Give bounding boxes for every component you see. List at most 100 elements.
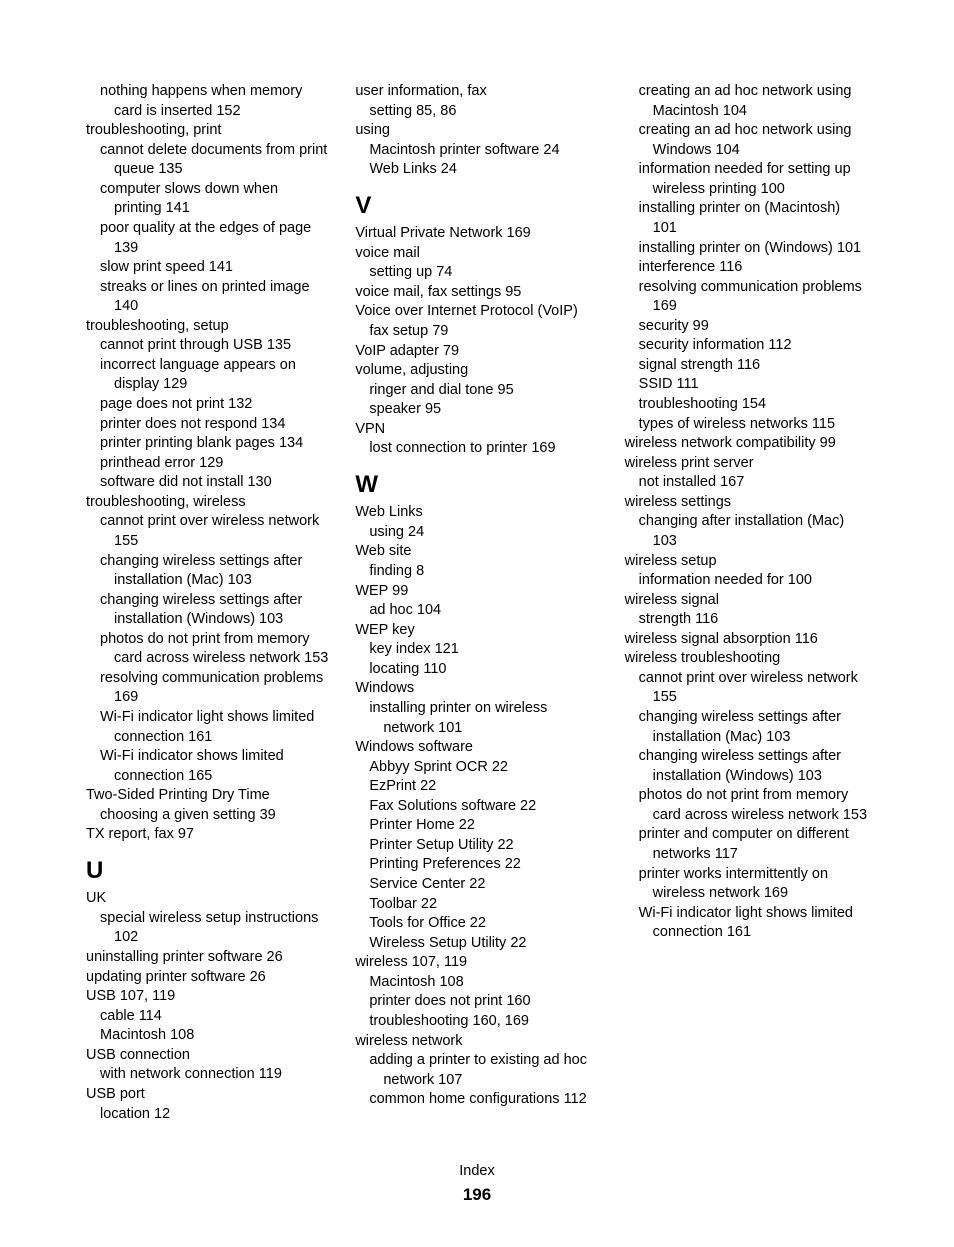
index-columns: nothing happens when memory card is inse… [86,82,868,1142]
index-entry: wireless 107, 119 [355,953,598,973]
index-entry: using [355,121,598,141]
index-entry: printer and computer on different networ… [625,825,868,864]
index-entry: Web site [355,542,598,562]
index-entry: printer does not respond 134 [86,415,329,435]
index-entry: printhead error 129 [86,454,329,474]
index-entry: USB port [86,1085,329,1105]
index-entry: nothing happens when memory card is inse… [86,82,329,121]
index-entry: Voice over Internet Protocol (VoIP) [355,302,598,322]
index-entry: changing wireless settings after install… [86,552,329,591]
index-entry: key index 121 [355,640,598,660]
index-entry: Web Links 24 [355,160,598,180]
index-entry: Printer Setup Utility 22 [355,836,598,856]
index-entry: troubleshooting, setup [86,317,329,337]
index-entry: SSID 111 [625,375,868,395]
index-entry: setting 85, 86 [355,102,598,122]
index-entry: user information, fax [355,82,598,102]
index-entry: installing printer on wireless network 1… [355,699,598,738]
index-entry: Two-Sided Printing Dry Time [86,786,329,806]
index-entry: wireless network [355,1032,598,1052]
index-entry: signal strength 116 [625,356,868,376]
index-entry: types of wireless networks 115 [625,415,868,435]
index-entry: cannot delete documents from print queue… [86,141,329,180]
index-entry: Wi-Fi indicator light shows limited conn… [625,904,868,943]
index-entry: cannot print over wireless network 155 [86,512,329,551]
index-entry: Windows [355,679,598,699]
index-entry: volume, adjusting [355,361,598,381]
index-entry: common home configurations 112 [355,1090,598,1110]
index-entry: installing printer on (Windows) 101 [625,239,868,259]
index-entry: streaks or lines on printed image 140 [86,278,329,317]
index-entry: photos do not print from memory card acr… [86,630,329,669]
index-entry: troubleshooting, wireless [86,493,329,513]
index-entry: strength 116 [625,610,868,630]
index-entry: adding a printer to existing ad hoc netw… [355,1051,598,1090]
index-entry: wireless troubleshooting [625,649,868,669]
index-entry: finding 8 [355,562,598,582]
index-entry: locating 110 [355,660,598,680]
index-entry: wireless signal [625,591,868,611]
index-entry: Wi-Fi indicator light shows limited conn… [86,708,329,747]
index-entry: wireless network compatibility 99 [625,434,868,454]
index-entry: changing after installation (Mac) 103 [625,512,868,551]
index-entry: VPN [355,420,598,440]
index-entry: wireless setup [625,552,868,572]
index-entry: software did not install 130 [86,473,329,493]
index-entry: Virtual Private Network 169 [355,224,598,244]
index-entry: WEP 99 [355,582,598,602]
index-entry: TX report, fax 97 [86,825,329,845]
index-entry: changing wireless settings after install… [86,591,329,630]
index-letter-heading: V [355,190,598,222]
index-entry: printer does not print 160 [355,992,598,1012]
index-letter-heading: W [355,469,598,501]
index-entry: printer works intermittently on wireless… [625,865,868,904]
index-entry: Wireless Setup Utility 22 [355,934,598,954]
index-entry: information needed for 100 [625,571,868,591]
page-footer: Index 196 [86,1162,868,1207]
index-entry: ad hoc 104 [355,601,598,621]
index-entry: security information 112 [625,336,868,356]
index-entry: ringer and dial tone 95 [355,381,598,401]
index-entry: Fax Solutions software 22 [355,797,598,817]
index-entry: photos do not print from memory card acr… [625,786,868,825]
index-entry: USB 107, 119 [86,987,329,1007]
index-entry: voice mail [355,244,598,264]
index-entry: printer printing blank pages 134 [86,434,329,454]
index-entry: setting up 74 [355,263,598,283]
index-entry: voice mail, fax settings 95 [355,283,598,303]
page-number: 196 [86,1184,868,1207]
index-entry: EzPrint 22 [355,777,598,797]
index-entry: USB connection [86,1046,329,1066]
index-entry: choosing a given setting 39 [86,806,329,826]
index-entry: lost connection to printer 169 [355,439,598,459]
index-entry: updating printer software 26 [86,968,329,988]
footer-section-label: Index [86,1162,868,1182]
index-entry: interference 116 [625,258,868,278]
index-entry: uninstalling printer software 26 [86,948,329,968]
index-entry: Wi-Fi indicator shows limited connection… [86,747,329,786]
index-entry: Printing Preferences 22 [355,855,598,875]
index-entry: VoIP adapter 79 [355,342,598,362]
index-entry: cannot print through USB 135 [86,336,329,356]
index-entry: not installed 167 [625,473,868,493]
index-entry: installing printer on (Macintosh) 101 [625,199,868,238]
index-entry: Printer Home 22 [355,816,598,836]
index-entry: troubleshooting 154 [625,395,868,415]
index-letter-heading: U [86,855,329,887]
index-entry: with network connection 119 [86,1065,329,1085]
index-entry: speaker 95 [355,400,598,420]
index-entry: creating an ad hoc network using Macinto… [625,82,868,121]
index-entry: slow print speed 141 [86,258,329,278]
index-entry: resolving communication problems 169 [86,669,329,708]
index-entry: Service Center 22 [355,875,598,895]
index-entry: UK [86,889,329,909]
index-entry: Windows software [355,738,598,758]
index-entry: troubleshooting, print [86,121,329,141]
index-entry: Abbyy Sprint OCR 22 [355,758,598,778]
index-entry: changing wireless settings after install… [625,708,868,747]
index-entry: location 12 [86,1105,329,1125]
index-entry: incorrect language appears on display 12… [86,356,329,395]
index-entry: Macintosh 108 [355,973,598,993]
index-entry: security 99 [625,317,868,337]
index-entry: wireless signal absorption 116 [625,630,868,650]
